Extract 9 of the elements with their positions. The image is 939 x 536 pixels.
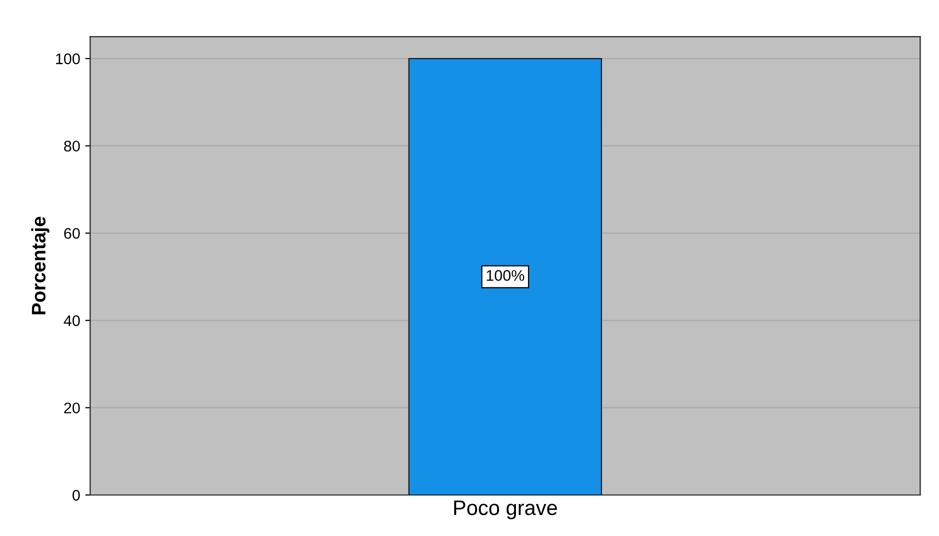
y-tick-label: 100 <box>56 53 80 64</box>
y-tick-label: 0 <box>72 490 80 501</box>
x-tick-label: Poco grave <box>454 500 557 520</box>
y-tick-label: 60 <box>64 228 80 239</box>
y-tick-label: 40 <box>64 315 80 326</box>
data-label: 100% <box>486 270 524 281</box>
y-tick-label: 20 <box>64 402 80 414</box>
y-tick-label: 80 <box>64 140 80 152</box>
y-axis-title: Porcentaje <box>31 216 50 314</box>
